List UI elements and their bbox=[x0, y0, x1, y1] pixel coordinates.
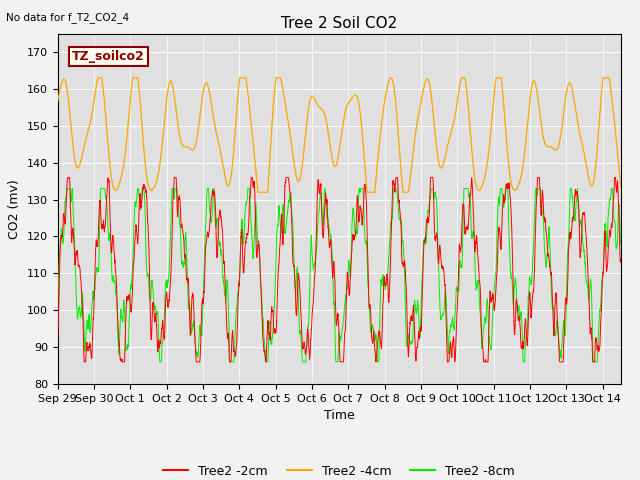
Y-axis label: CO2 (mv): CO2 (mv) bbox=[8, 179, 21, 239]
Text: No data for f_T2_CO2_4: No data for f_T2_CO2_4 bbox=[6, 12, 129, 23]
X-axis label: Time: Time bbox=[324, 409, 355, 422]
Legend: Tree2 -2cm, Tree2 -4cm, Tree2 -8cm: Tree2 -2cm, Tree2 -4cm, Tree2 -8cm bbox=[159, 460, 520, 480]
Text: TZ_soilco2: TZ_soilco2 bbox=[72, 50, 145, 63]
Title: Tree 2 Soil CO2: Tree 2 Soil CO2 bbox=[281, 16, 397, 31]
